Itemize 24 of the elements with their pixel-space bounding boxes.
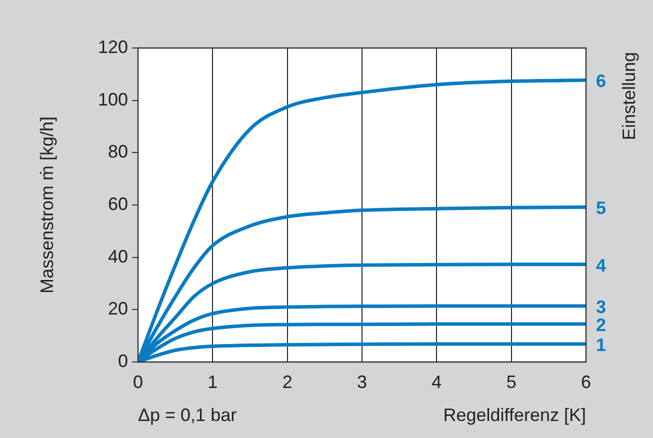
y-tick-label: 100 [98,89,128,110]
series-label: 2 [596,315,606,336]
y-tick-label: 80 [108,142,128,162]
x-tick-label: 3 [356,372,368,392]
series-label: 1 [596,334,606,355]
text: Δp = 0,1 bar [138,404,237,425]
x-tick-label: 2 [282,372,292,392]
x-axis-title: Regeldifferenz [K] [443,404,586,425]
y-tick-label: 20 [108,298,128,319]
y-tick-label: 40 [108,246,128,266]
y-tick-label: 120 [98,36,128,57]
series-label: 4 [596,255,606,276]
series-label: 5 [596,198,606,218]
y-tick-label: 0 [118,350,128,371]
legend-title: Einstellung [618,52,639,140]
series-label: 6 [596,71,606,92]
y-tick-label: 60 [108,194,128,214]
x-tick-label: 0 [132,372,144,392]
x-tick-label: 5 [506,372,516,392]
y-axis-title: Massenstrom ṁ [kg/h] [36,116,57,294]
x-tick-label: 1 [208,372,218,392]
x-tick-label: 4 [432,372,442,392]
x-tick-label: 6 [580,372,592,392]
series-label: 3 [596,296,606,317]
